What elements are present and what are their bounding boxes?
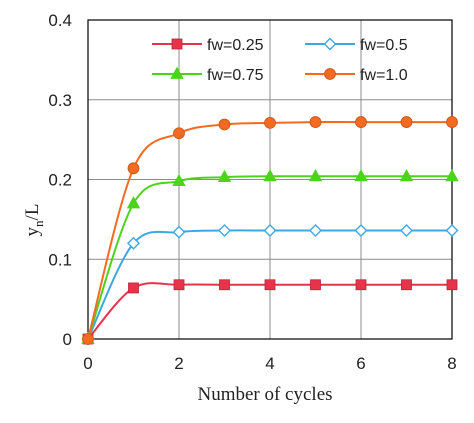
- legend-item-1: fw=0.5: [305, 37, 408, 54]
- y-tick-label: 0.1: [48, 250, 72, 269]
- data-point: [218, 224, 231, 238]
- legend-label: fw=0.75: [207, 67, 264, 84]
- y-tick-label: 0.4: [48, 11, 72, 30]
- series-group: [81, 116, 459, 346]
- data-point: [399, 168, 414, 182]
- data-point: [446, 116, 458, 128]
- data-point: [310, 279, 321, 291]
- y-axis-title: yn/L: [22, 204, 46, 237]
- legend-label: fw=0.25: [207, 37, 264, 54]
- data-point: [82, 333, 94, 345]
- data-point: [355, 279, 367, 291]
- data-point: [218, 118, 231, 131]
- data-point: [400, 224, 413, 238]
- data-point: [126, 196, 141, 209]
- data-point: [264, 116, 276, 129]
- data-point: [354, 168, 368, 182]
- x-axis: 0 2 4 6 8: [83, 354, 456, 373]
- data-point: [309, 224, 322, 238]
- legend-label: fw=0.5: [360, 37, 408, 54]
- data-point: [400, 116, 413, 128]
- data-point: [128, 282, 139, 294]
- x-tick-label: 4: [265, 354, 274, 373]
- data-point: [173, 127, 185, 140]
- legend-item-0: fw=0.25: [152, 37, 264, 54]
- data-point: [264, 279, 276, 291]
- data-point: [354, 224, 368, 238]
- y-axis-title-suffix: /L: [22, 204, 43, 221]
- data-point: [401, 279, 412, 291]
- x-tick-label: 0: [83, 354, 92, 373]
- y-axis-title-subscript: n: [31, 220, 46, 227]
- data-point: [172, 225, 186, 239]
- data-point: [263, 168, 277, 182]
- data-point: [445, 168, 459, 182]
- x-tick-label: 2: [174, 354, 183, 373]
- series-0: [82, 279, 458, 345]
- legend-marker: [324, 68, 336, 80]
- legend: fw=0.25 fw=0.5 fw=0.75 fw=1.0: [152, 37, 408, 84]
- data-point: [127, 236, 140, 250]
- data-point: [217, 169, 232, 183]
- data-point: [309, 116, 322, 128]
- data-point: [446, 279, 458, 291]
- y-tick-label: 0.2: [48, 171, 72, 190]
- y-tick-label: 0: [63, 330, 72, 349]
- data-point: [355, 116, 367, 128]
- x-tick-label: 6: [356, 354, 365, 373]
- legend-marker: [170, 66, 184, 79]
- series-1: [81, 224, 459, 346]
- legend-label: fw=1.0: [360, 67, 408, 84]
- data-point: [445, 224, 459, 238]
- x-tick-label: 8: [447, 354, 456, 373]
- legend-item-3: fw=1.0: [305, 67, 408, 84]
- x-axis-title: Number of cycles: [197, 384, 332, 405]
- legend-item-2: fw=0.75: [152, 66, 264, 84]
- y-tick-label: 0.3: [48, 91, 72, 110]
- data-point: [127, 162, 140, 175]
- y-axis: 0 0.1 0.2 0.3 0.4: [48, 11, 72, 349]
- data-point: [263, 224, 277, 238]
- data-point: [172, 173, 186, 186]
- data-point: [173, 279, 185, 291]
- data-point: [308, 168, 323, 182]
- series-3: [82, 116, 458, 345]
- series-2: [81, 168, 459, 344]
- legend-marker: [323, 37, 337, 51]
- legend-marker: [171, 38, 183, 50]
- y-axis-title-main: y: [22, 226, 43, 236]
- data-point: [219, 279, 230, 291]
